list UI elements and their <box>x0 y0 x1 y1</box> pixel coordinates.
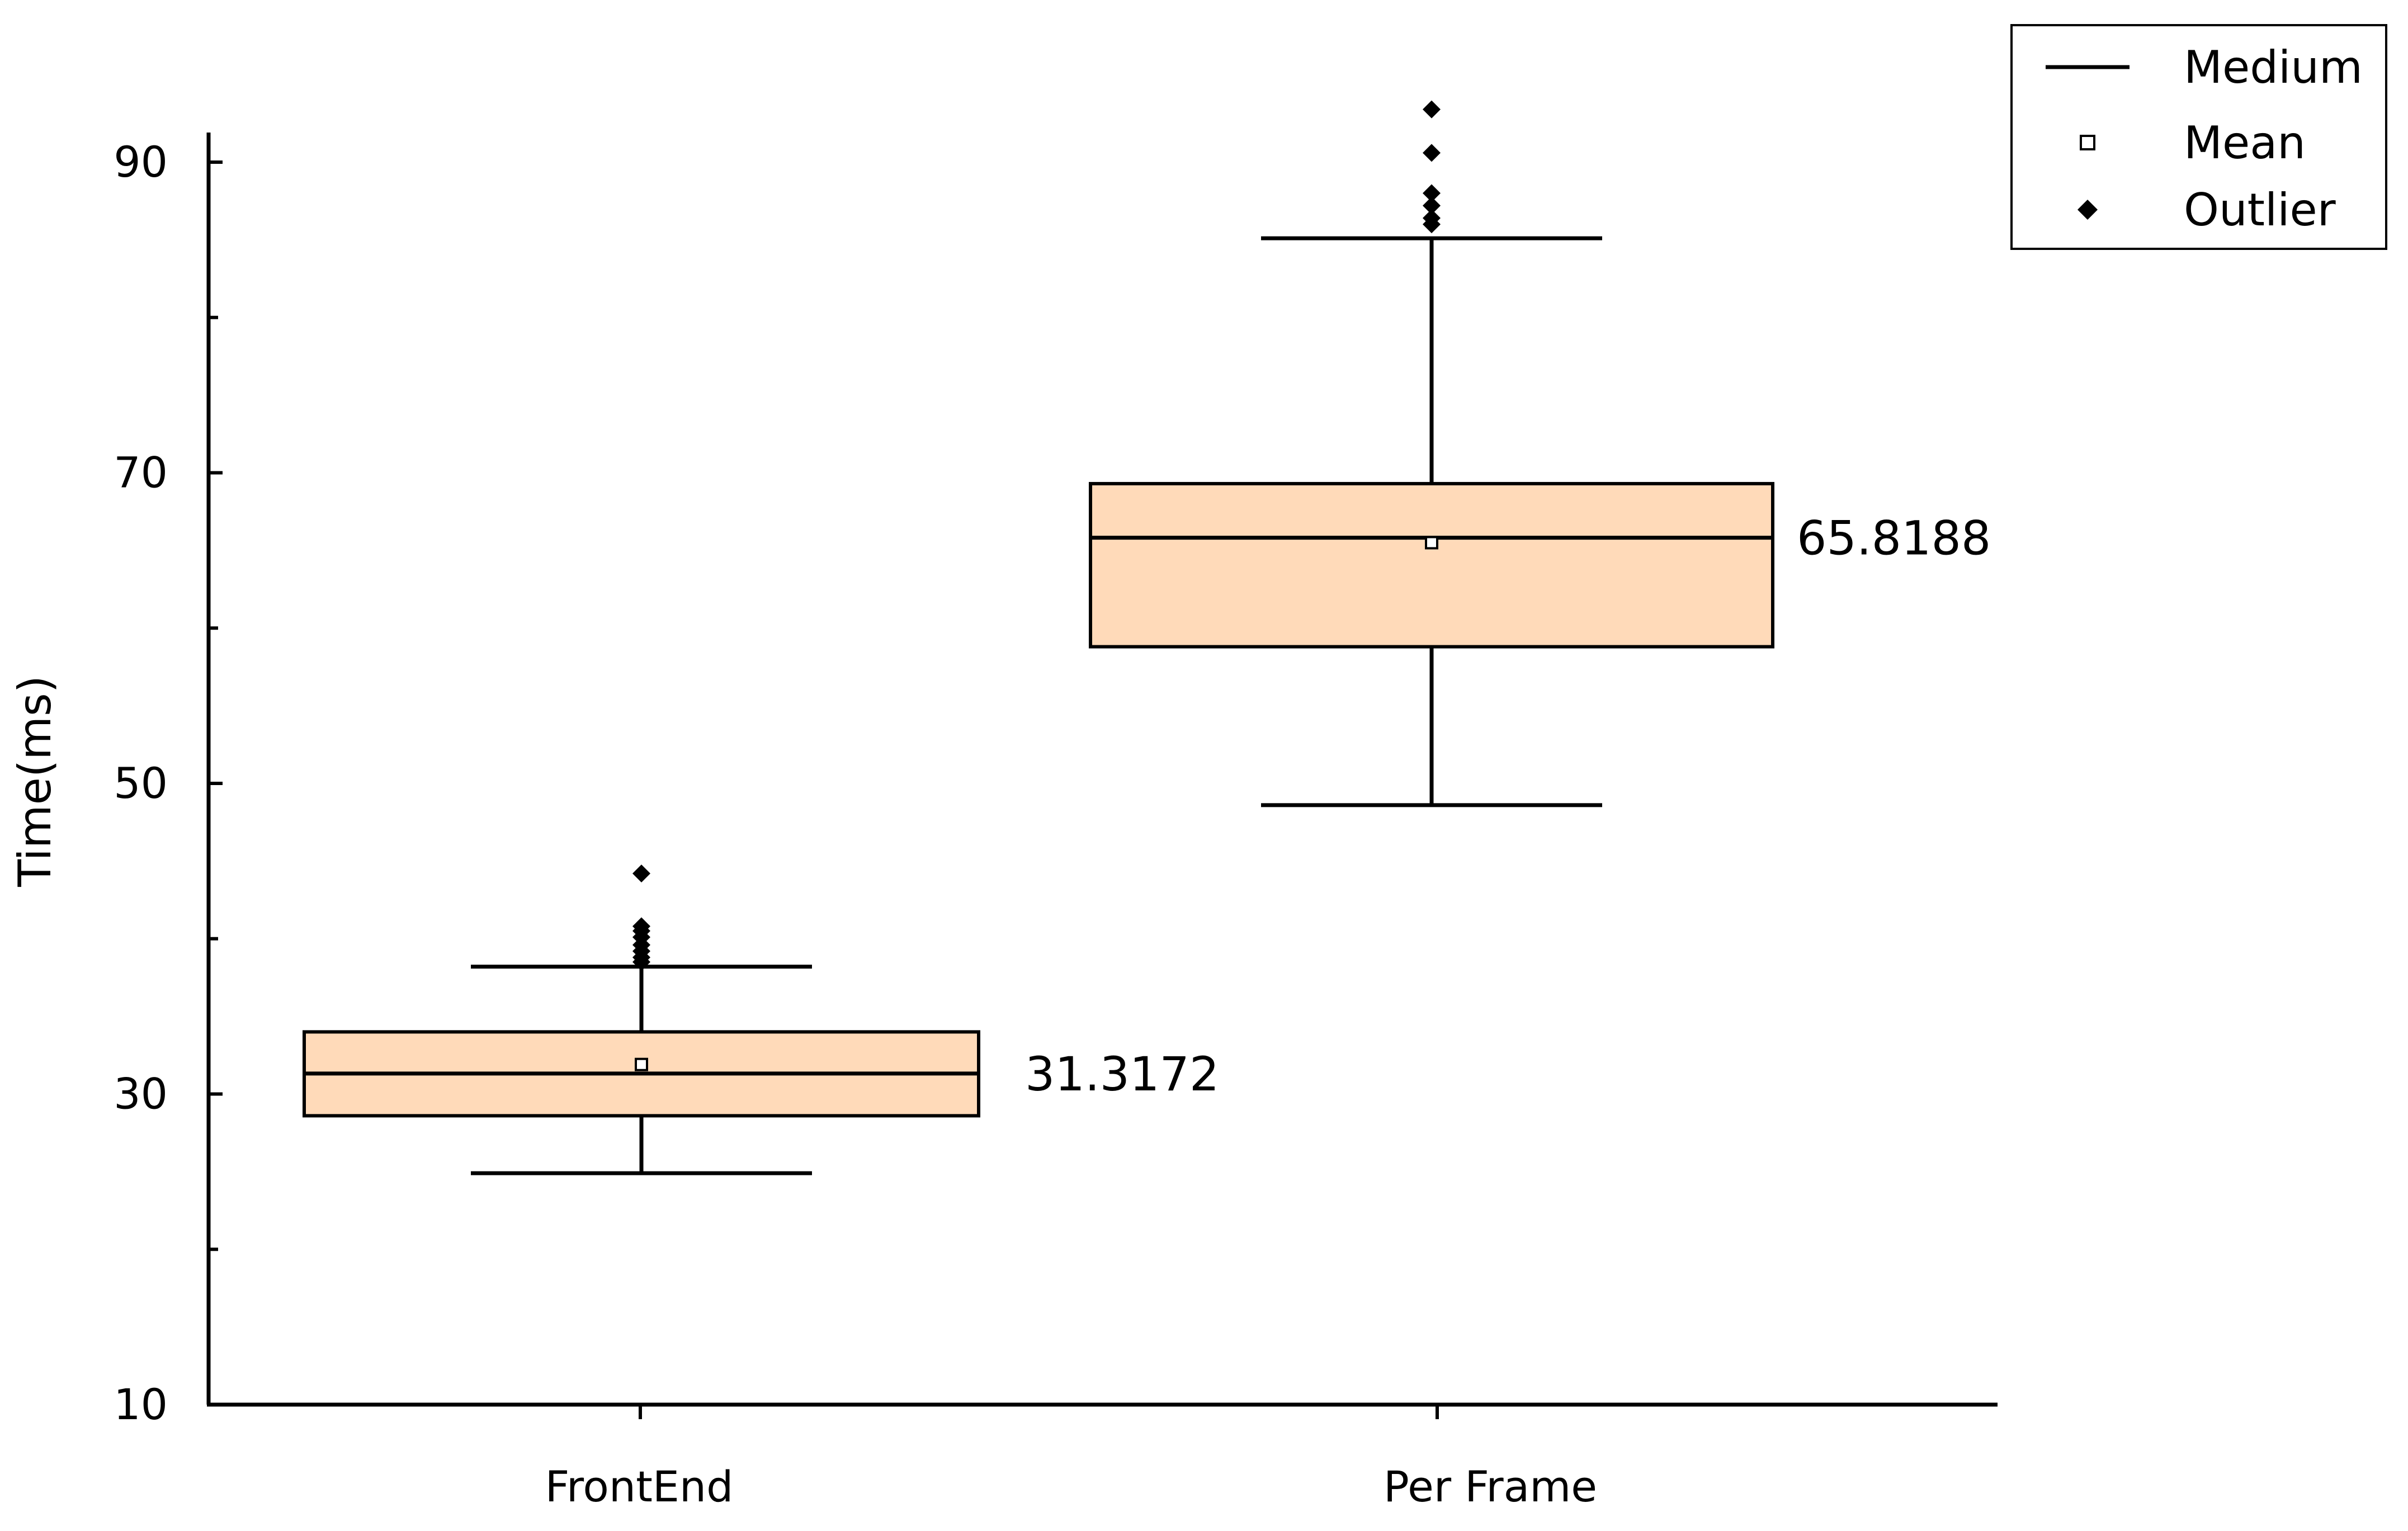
legend-label: Mean <box>2184 117 2306 169</box>
legend-frame <box>2010 24 2387 250</box>
legend-item: Outlier <box>2078 184 2336 236</box>
boxes: 31.3172 65.8188 <box>303 100 1991 1175</box>
y-tick-label: 30 <box>114 1069 168 1119</box>
axes <box>206 133 1998 1407</box>
y-ticks: 10 30 50 70 90 <box>114 137 223 1429</box>
outlier-point <box>632 864 650 883</box>
median-value-label: 65.8188 <box>1797 511 1991 566</box>
x-tick-label: Per Frame <box>1384 1462 1597 1511</box>
legend-label: Medium <box>2184 41 2363 93</box>
median-value-label: 31.3172 <box>1025 1047 1219 1102</box>
legend-symbol-square <box>2080 135 2095 150</box>
x-ticks: FrontEnd Per Frame <box>545 1405 1597 1511</box>
y-tick-label: 10 <box>114 1379 168 1429</box>
outlier-point <box>632 917 650 935</box>
x-tick-label: FrontEnd <box>545 1462 734 1511</box>
outlier-point <box>1423 100 1441 119</box>
legend-label: Outlier <box>2184 184 2336 236</box>
box-group-1: 31.3172 <box>303 864 1219 1175</box>
y-tick-label: 90 <box>114 137 168 187</box>
box-iqr <box>1089 481 1774 649</box>
outlier-point <box>1423 184 1441 202</box>
outlier-point <box>1423 144 1441 162</box>
legend-item: Mean <box>2080 117 2306 169</box>
outlier-point <box>1423 196 1441 215</box>
box-group-2: 65.8188 <box>1089 100 1991 807</box>
legend-item: Medium <box>2046 41 2363 93</box>
outlier-point <box>1423 209 1441 227</box>
y-tick-label: 70 <box>114 448 168 498</box>
mean-marker <box>635 1057 648 1071</box>
legend: Medium Mean Outlier <box>2010 24 2387 250</box>
y-axis-title: Time(ms) <box>9 675 61 887</box>
y-tick-label: 50 <box>114 758 168 808</box>
mean-marker <box>1425 536 1438 550</box>
legend-symbol-diamond <box>2078 200 2098 220</box>
